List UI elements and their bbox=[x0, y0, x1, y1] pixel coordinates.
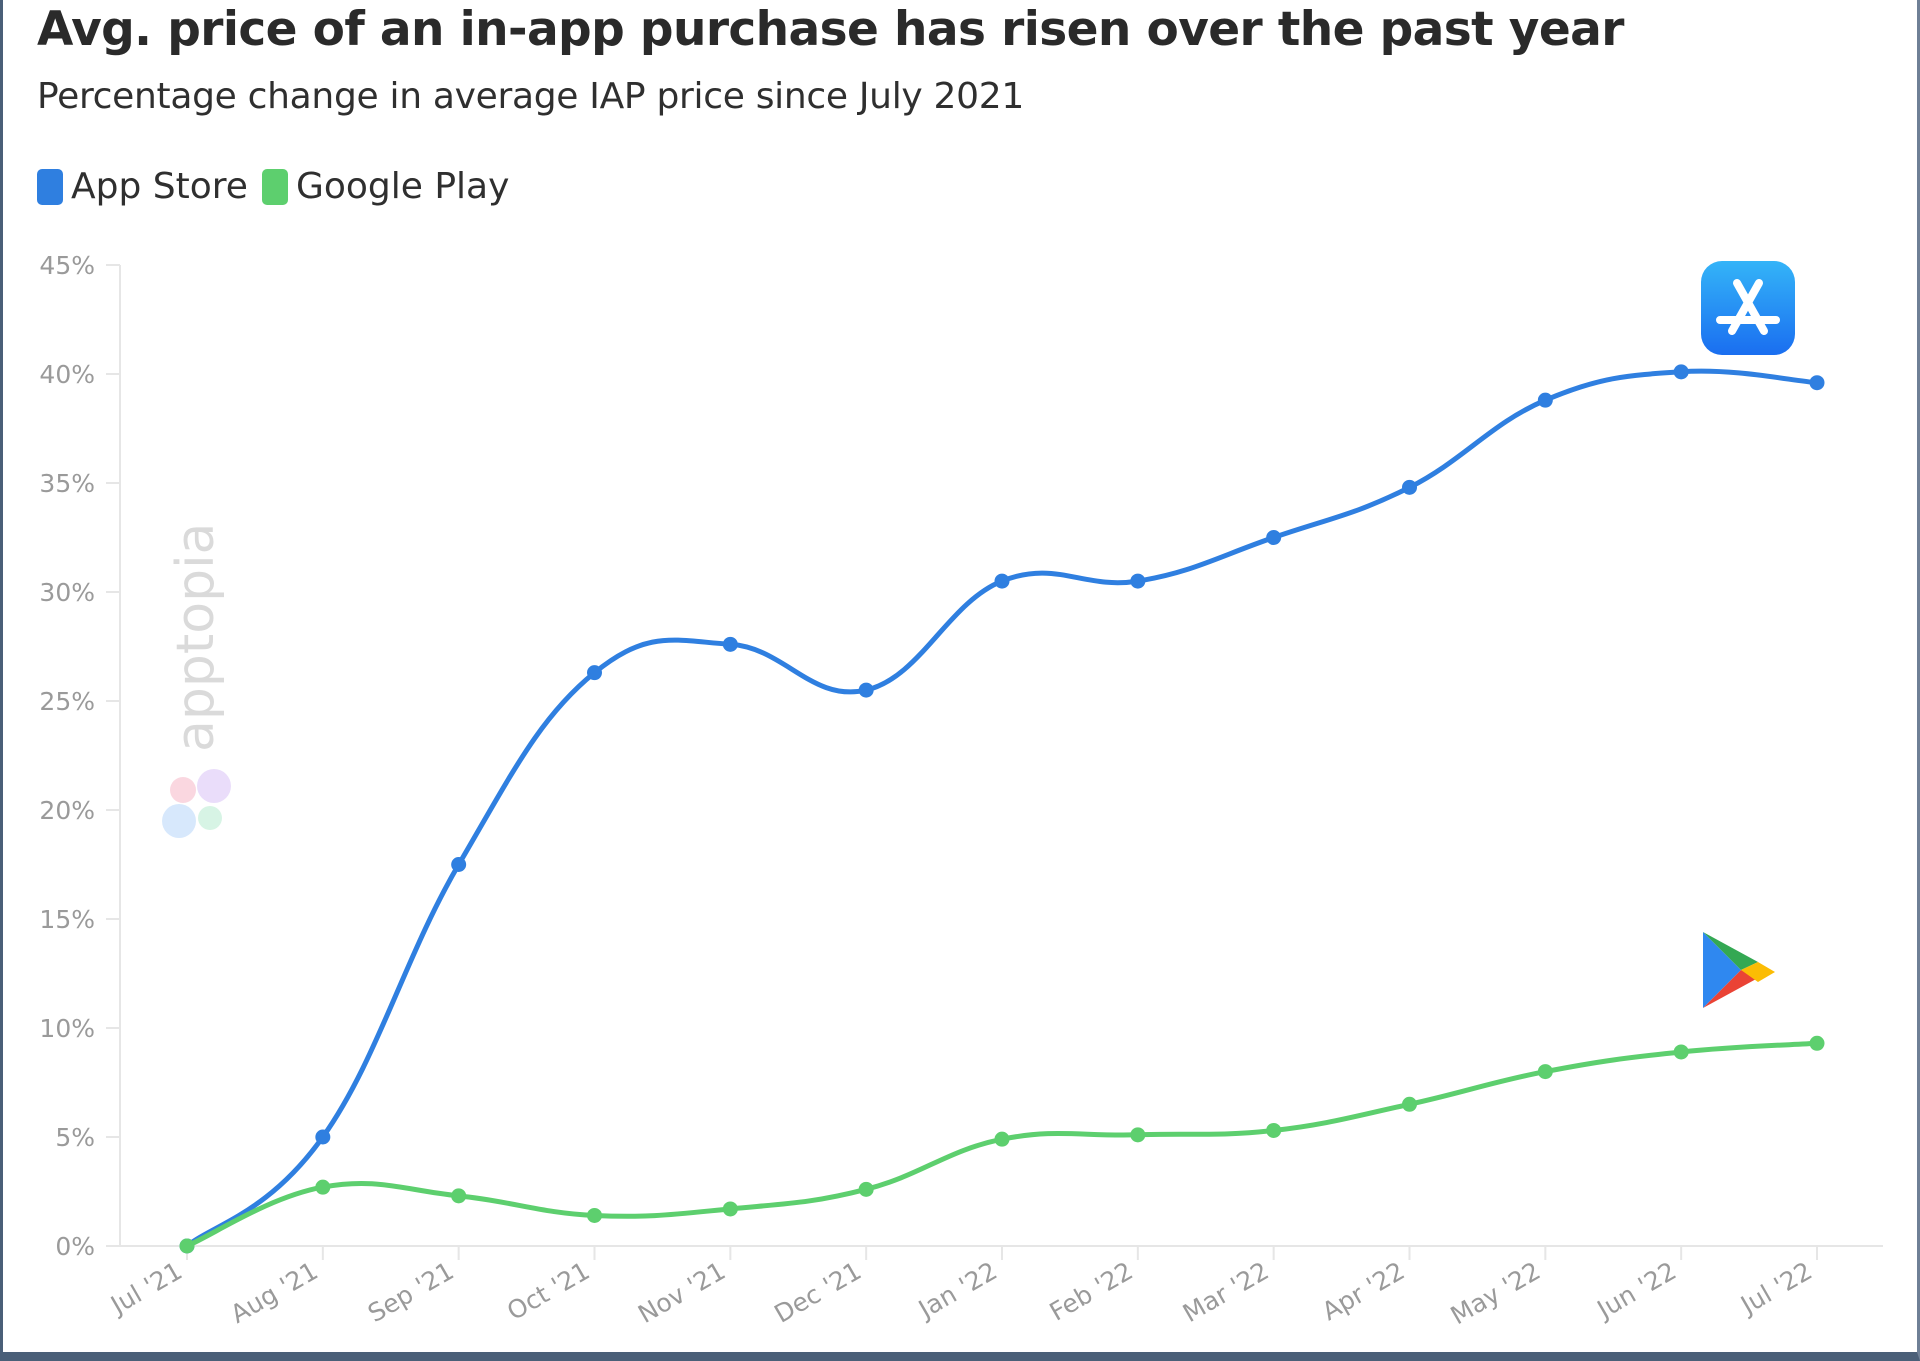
x-tick-label: Jun '22 bbox=[1591, 1256, 1681, 1325]
data-point-app-store[interactable] bbox=[315, 1129, 331, 1145]
app-store-icon bbox=[1701, 261, 1795, 355]
data-point-app-store[interactable] bbox=[1266, 530, 1282, 545]
legend-swatch-app-store bbox=[37, 168, 63, 205]
x-axis-ticks: Jul '21 Aug '21 Sep '21 Oct '21 Nov '21 Dec '… bbox=[104, 1246, 1818, 1330]
data-point-google-play[interactable] bbox=[994, 1131, 1010, 1147]
y-tick-label: 25% bbox=[39, 687, 95, 716]
data-point-google-play[interactable] bbox=[1130, 1127, 1146, 1143]
x-tick-label: Oct '21 bbox=[502, 1256, 594, 1326]
x-tick-label: Mar '22 bbox=[1178, 1256, 1274, 1328]
data-point-app-store[interactable] bbox=[1130, 573, 1146, 589]
y-tick-label: 20% bbox=[39, 796, 95, 825]
data-point-app-store[interactable] bbox=[858, 682, 874, 698]
legend-label-app-store: App Store bbox=[71, 166, 248, 207]
data-point-google-play[interactable] bbox=[1809, 1035, 1825, 1051]
google-play-icon bbox=[1703, 932, 1775, 1008]
data-point-google-play[interactable] bbox=[1673, 1044, 1689, 1060]
data-point-app-store[interactable] bbox=[994, 573, 1010, 589]
y-tick-label: 15% bbox=[39, 905, 95, 934]
data-point-app-store[interactable] bbox=[1673, 364, 1689, 380]
x-tick-label: Nov '21 bbox=[633, 1256, 730, 1329]
data-point-google-play[interactable] bbox=[451, 1188, 467, 1204]
y-tick-label: 10% bbox=[39, 1014, 95, 1043]
x-tick-label: Jul '21 bbox=[104, 1256, 187, 1321]
chart-title: Avg. price of an in-app purchase has ris… bbox=[37, 2, 1624, 57]
line-chart: 0% 5% 10% 15% 20% 25% 30% 35% 40% 45% Jul '21 Aug … bbox=[39, 251, 1883, 1330]
x-tick-label: Feb '22 bbox=[1045, 1256, 1138, 1327]
x-tick-label: Jan '22 bbox=[912, 1256, 1002, 1325]
apptopia-watermark: apptopia bbox=[162, 523, 231, 838]
data-point-app-store[interactable] bbox=[1537, 392, 1553, 408]
y-axis-ticks: 0% 5% 10% 15% 20% 25% 30% 35% 40% 45% bbox=[39, 251, 120, 1261]
x-tick-label: Apr '22 bbox=[1317, 1256, 1409, 1326]
x-tick-label: Aug '21 bbox=[226, 1256, 323, 1329]
y-tick-label: 35% bbox=[39, 469, 95, 498]
y-tick-label: 5% bbox=[55, 1123, 95, 1152]
data-point-app-store[interactable] bbox=[451, 857, 467, 872]
y-tick-label: 30% bbox=[39, 578, 95, 607]
series-app-store bbox=[179, 364, 1825, 1254]
legend-item-app-store[interactable]: App Store bbox=[37, 166, 248, 207]
legend: App Store Google Play bbox=[37, 166, 513, 207]
legend-label-google-play: Google Play bbox=[295, 166, 510, 207]
data-point-app-store[interactable] bbox=[587, 665, 602, 681]
data-point-google-play[interactable] bbox=[1537, 1064, 1553, 1080]
data-point-google-play[interactable] bbox=[722, 1201, 738, 1217]
data-point-google-play[interactable] bbox=[179, 1238, 195, 1254]
data-point-google-play[interactable] bbox=[1266, 1122, 1282, 1138]
axes bbox=[119, 265, 1883, 1247]
x-tick-label: May '22 bbox=[1446, 1256, 1546, 1330]
data-point-app-store[interactable] bbox=[1402, 479, 1417, 495]
series-google-play bbox=[179, 1035, 1825, 1254]
data-point-app-store[interactable] bbox=[722, 636, 738, 652]
x-tick-label: Dec '21 bbox=[769, 1256, 866, 1329]
data-point-google-play[interactable] bbox=[858, 1181, 874, 1197]
x-tick-label: Jul '22 bbox=[1734, 1256, 1817, 1321]
data-point-google-play[interactable] bbox=[587, 1207, 602, 1223]
apptopia-logo-icon bbox=[162, 769, 231, 838]
data-point-google-play[interactable] bbox=[315, 1179, 331, 1195]
y-tick-label: 40% bbox=[39, 360, 95, 389]
chart-subtitle: Percentage change in average IAP price s… bbox=[37, 76, 1024, 117]
y-tick-label: 0% bbox=[55, 1232, 95, 1261]
data-point-app-store[interactable] bbox=[1809, 375, 1825, 391]
apptopia-wordmark: apptopia bbox=[166, 523, 226, 752]
legend-item-google-play[interactable]: Google Play bbox=[261, 166, 510, 207]
y-tick-label: 45% bbox=[39, 251, 95, 280]
data-point-google-play[interactable] bbox=[1402, 1096, 1417, 1112]
legend-swatch-google-play bbox=[261, 168, 288, 205]
series-line-app-store bbox=[184, 368, 1820, 1249]
x-tick-label: Sep '21 bbox=[363, 1256, 459, 1328]
